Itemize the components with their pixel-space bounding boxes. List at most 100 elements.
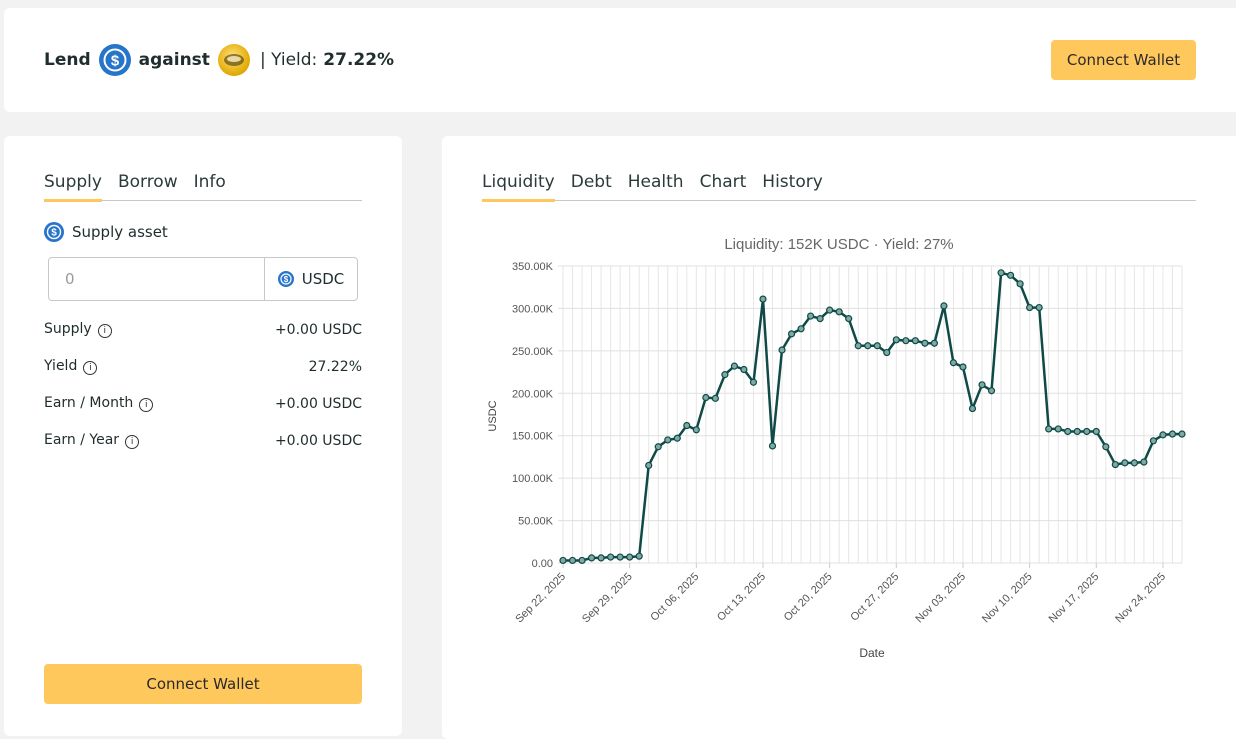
tab-borrow[interactable]: Borrow <box>117 172 178 192</box>
y-axis-label: USDC <box>487 400 499 431</box>
usdc-icon: $ <box>98 44 131 76</box>
collateral-token-icon <box>217 44 250 76</box>
tab-liquidity[interactable]: Liquidity <box>482 172 555 202</box>
tab-debt[interactable]: Debt <box>570 172 612 192</box>
tab-info[interactable]: Info <box>193 172 226 192</box>
info-icon[interactable]: i <box>83 361 98 375</box>
supply-panel: Supply Borrow Info $ Supply asset $ USDC… <box>4 136 402 736</box>
x-tick-label: Sep 29, 2025 <box>580 571 635 626</box>
against-label: against <box>138 50 210 70</box>
svg-text:$: $ <box>51 228 57 239</box>
data-point <box>826 306 834 314</box>
y-tick-label: 100.00K <box>512 473 554 485</box>
data-point <box>883 348 891 357</box>
stat-value: +0.00 USDC <box>274 395 362 412</box>
chart-title: Liquidity: 152K USDC · Yield: 27% <box>724 236 954 253</box>
data-point <box>1178 430 1186 438</box>
tab-supply[interactable]: Supply <box>44 172 102 202</box>
stat-label: Supply i <box>44 321 112 338</box>
svg-text:$: $ <box>110 53 119 70</box>
data-point <box>673 434 681 442</box>
data-point <box>1111 460 1119 469</box>
stat-label: Earn / Month i <box>44 395 154 412</box>
connect-wallet-button[interactable]: Connect Wallet <box>44 664 362 704</box>
lend-label: Lend <box>44 50 91 70</box>
data-point <box>1054 425 1062 433</box>
data-point <box>911 337 919 345</box>
tab-chart[interactable]: Chart <box>699 172 747 192</box>
connect-wallet-button-header[interactable]: Connect Wallet <box>1051 40 1196 80</box>
data-point <box>968 404 977 413</box>
liquidity-chart: 0.00 50.00K 100.00K 150.00K 200.00K 250.00K 30… <box>487 261 1186 660</box>
y-tick-label: 50.00K <box>518 516 554 528</box>
x-tick-label: Nov 03, 2025 <box>913 571 968 626</box>
market-details-panel: Liquidity Debt Health Chart History Liqu… <box>442 136 1236 739</box>
usdc-icon: $ <box>277 271 294 287</box>
data-point <box>626 553 634 561</box>
data-point <box>607 553 615 561</box>
x-tick-label: Nov 17, 2025 <box>1047 571 1102 626</box>
data-point <box>930 339 938 347</box>
info-icon[interactable]: i <box>125 435 140 449</box>
data-point <box>1149 437 1158 445</box>
data-point <box>1045 425 1053 433</box>
data-point <box>683 421 691 430</box>
x-tick-label: Oct 06, 2025 <box>648 571 701 624</box>
data-point <box>759 295 767 303</box>
data-point <box>949 359 958 367</box>
yield-prefix: | Yield: <box>259 50 318 70</box>
data-point <box>1168 430 1177 438</box>
asset-name: USDC <box>301 270 345 288</box>
data-point <box>921 339 929 347</box>
yield-value: 27.22% <box>323 50 395 70</box>
data-point <box>1026 303 1034 312</box>
svg-text:$: $ <box>284 275 289 284</box>
market-title: Lend $ against | Yield: 27.22% <box>44 40 394 80</box>
data-point <box>1159 431 1167 439</box>
data-point <box>864 342 872 350</box>
data-point <box>768 442 777 450</box>
data-point <box>1140 458 1148 466</box>
data-point <box>1102 443 1110 451</box>
data-point <box>1035 303 1043 312</box>
data-point <box>845 315 853 323</box>
data-point <box>807 312 815 320</box>
tab-health[interactable]: Health <box>627 172 684 192</box>
usdc-icon: $ <box>44 222 64 242</box>
data-point <box>816 315 824 323</box>
data-point <box>787 330 796 338</box>
y-tick-label: 150.00K <box>512 431 554 443</box>
data-point <box>1016 280 1024 288</box>
data-point <box>892 336 900 344</box>
data-point <box>578 556 586 565</box>
supply-amount-input[interactable] <box>49 258 264 300</box>
x-axis-label: Date <box>859 646 885 660</box>
data-point <box>959 363 967 371</box>
x-tick-label: Nov 10, 2025 <box>980 571 1035 626</box>
info-icon[interactable]: i <box>139 398 154 412</box>
stat-value: +0.00 USDC <box>274 432 362 449</box>
data-point <box>1006 271 1015 279</box>
series-line <box>563 271 1182 562</box>
data-point <box>1083 427 1091 436</box>
y-tick-label: 0.00 <box>532 558 553 570</box>
data-point <box>749 378 758 386</box>
x-tick-label: Oct 13, 2025 <box>715 571 768 624</box>
info-icon[interactable]: i <box>97 324 112 338</box>
data-point <box>1130 459 1138 467</box>
data-point <box>654 443 662 451</box>
data-point <box>797 325 805 333</box>
data-point <box>587 554 596 562</box>
asset-selector: $ USDC <box>264 258 357 300</box>
data-point <box>873 342 881 350</box>
tab-history[interactable]: History <box>762 172 823 192</box>
x-tick-label: Oct 27, 2025 <box>848 571 901 624</box>
data-point <box>987 387 996 395</box>
data-point <box>702 393 710 402</box>
y-tick-label: 300.00K <box>512 303 554 315</box>
data-point <box>778 346 786 354</box>
data-point <box>711 394 719 402</box>
header-bar: Lend $ against | Yield: 27.22% Connect W… <box>4 8 1236 112</box>
data-point <box>1092 427 1100 436</box>
y-tick-label: 350.00K <box>512 261 554 273</box>
